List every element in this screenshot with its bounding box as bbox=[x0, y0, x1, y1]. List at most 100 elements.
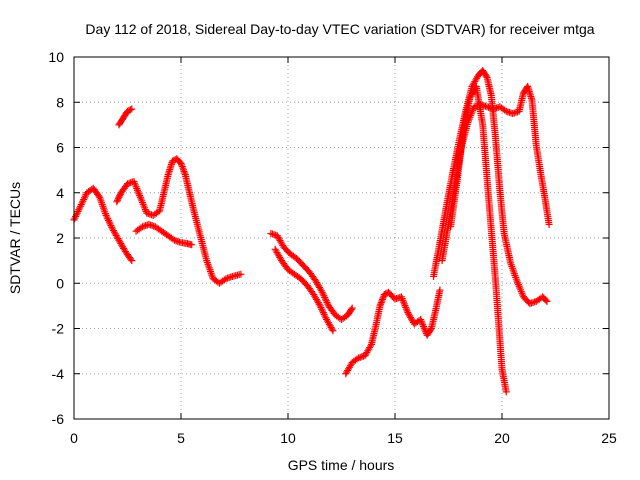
data-point-marker bbox=[114, 196, 122, 204]
data-point-marker bbox=[377, 300, 385, 308]
y-tick-label: -2 bbox=[52, 321, 65, 337]
data-point-marker bbox=[73, 209, 81, 217]
data-point-marker bbox=[321, 293, 329, 301]
data-point-marker bbox=[317, 304, 325, 312]
x-axis-title: GPS time / hours bbox=[288, 457, 395, 473]
data-point-marker bbox=[102, 211, 110, 219]
x-tick-label: 20 bbox=[494, 430, 510, 446]
data-point-marker bbox=[545, 220, 553, 228]
data-point-marker bbox=[116, 192, 124, 200]
data-point-marker bbox=[347, 306, 355, 313]
data-point-marker bbox=[321, 295, 329, 303]
series-arc-4 bbox=[132, 220, 196, 249]
series-arc-5 bbox=[267, 229, 356, 323]
data-point-marker bbox=[316, 302, 324, 310]
x-tick-label: 10 bbox=[280, 430, 296, 446]
data-point-marker bbox=[317, 287, 325, 295]
data-point-marker bbox=[329, 327, 337, 335]
data-point-marker bbox=[220, 276, 228, 284]
data-point-marker bbox=[179, 164, 187, 172]
data-point-marker bbox=[108, 223, 116, 231]
data-point-marker bbox=[320, 292, 328, 300]
data-point-marker bbox=[72, 213, 80, 221]
data-point-marker bbox=[81, 192, 89, 200]
plot-frame bbox=[73, 56, 610, 420]
y-tick-label: 4 bbox=[56, 185, 64, 201]
data-points bbox=[70, 67, 553, 396]
x-tick-label: 5 bbox=[177, 430, 185, 446]
data-point-marker bbox=[77, 201, 85, 209]
data-point-marker bbox=[542, 296, 550, 304]
data-point-marker bbox=[502, 388, 510, 396]
data-point-marker bbox=[71, 214, 79, 222]
data-point-marker bbox=[543, 297, 551, 305]
x-tick-label: 0 bbox=[70, 430, 78, 446]
data-point-marker bbox=[482, 72, 490, 80]
data-point-marker bbox=[378, 297, 386, 305]
series-arc-9 bbox=[438, 82, 553, 265]
data-point-marker bbox=[114, 195, 122, 203]
data-point-marker bbox=[501, 106, 509, 114]
data-point-marker bbox=[320, 310, 328, 318]
data-point-marker bbox=[318, 305, 326, 313]
data-point-marker bbox=[318, 288, 326, 296]
series-arc-10 bbox=[447, 82, 510, 396]
data-point-marker bbox=[95, 192, 103, 200]
data-point-marker bbox=[79, 197, 87, 205]
chart-title: Day 112 of 2018, Sidereal Day-to-day VTE… bbox=[85, 21, 594, 37]
data-point-marker bbox=[78, 199, 86, 207]
data-point-marker bbox=[436, 286, 444, 294]
data-point-marker bbox=[115, 193, 123, 201]
data-point-marker bbox=[128, 257, 136, 265]
data-point-marker bbox=[367, 342, 375, 350]
data-point-marker bbox=[105, 216, 113, 224]
data-point-marker bbox=[80, 194, 88, 202]
series-arc-1 bbox=[70, 184, 136, 265]
y-axis-title: SDTVAR / TECUs bbox=[7, 182, 23, 294]
data-point-marker bbox=[322, 314, 330, 322]
data-point-marker bbox=[181, 169, 189, 177]
series-arc-6 bbox=[271, 245, 337, 335]
data-point-marker bbox=[315, 300, 323, 308]
data-point-marker bbox=[188, 241, 196, 249]
data-point-marker bbox=[113, 198, 121, 206]
data-point-marker bbox=[348, 304, 356, 312]
data-point-marker bbox=[137, 224, 145, 232]
data-point-marker bbox=[126, 106, 134, 114]
series-arc-8 bbox=[430, 67, 551, 308]
data-point-marker bbox=[427, 326, 435, 334]
data-point-marker bbox=[328, 325, 336, 333]
data-point-marker bbox=[104, 215, 112, 223]
data-point-marker bbox=[169, 235, 177, 243]
data-point-marker bbox=[321, 312, 329, 320]
data-point-marker bbox=[180, 167, 188, 175]
data-point-marker bbox=[377, 299, 385, 307]
data-point-marker bbox=[323, 298, 331, 306]
data-point-marker bbox=[319, 309, 327, 317]
series-arc-3 bbox=[113, 155, 245, 287]
data-point-marker bbox=[177, 159, 185, 167]
data-point-marker bbox=[75, 206, 83, 214]
data-point-marker bbox=[378, 295, 386, 303]
data-point-marker bbox=[105, 218, 113, 226]
data-point-marker bbox=[76, 202, 84, 210]
data-point-marker bbox=[319, 290, 327, 298]
y-tick-label: 2 bbox=[56, 230, 64, 246]
data-point-marker bbox=[107, 222, 115, 230]
x-tick-label: 25 bbox=[601, 430, 617, 446]
data-point-marker bbox=[322, 297, 330, 305]
data-point-marker bbox=[237, 270, 245, 278]
series-arc-7 bbox=[342, 286, 444, 378]
grid-lines bbox=[74, 57, 609, 419]
data-point-marker bbox=[178, 161, 186, 169]
data-point-marker bbox=[103, 213, 111, 221]
x-tick-label: 15 bbox=[387, 430, 403, 446]
data-point-marker bbox=[178, 163, 186, 171]
data-point-marker bbox=[376, 302, 384, 310]
series-arc-2 bbox=[115, 105, 136, 129]
data-point-marker bbox=[353, 355, 361, 363]
data-point-marker bbox=[74, 207, 82, 215]
y-tick-label: -6 bbox=[52, 411, 65, 427]
y-tick-label: 8 bbox=[56, 94, 64, 110]
